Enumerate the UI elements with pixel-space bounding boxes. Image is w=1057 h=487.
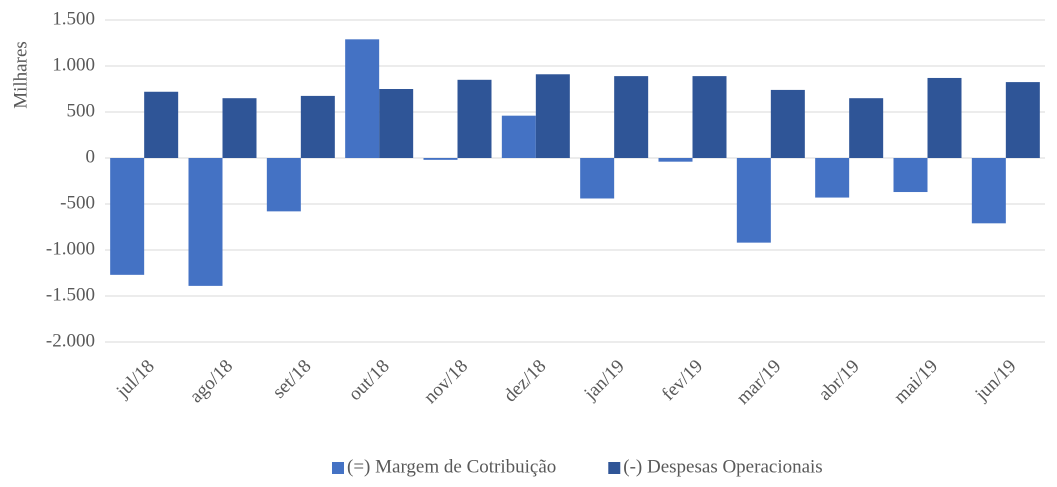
bar	[849, 98, 884, 158]
bar	[580, 158, 615, 199]
bar	[423, 158, 458, 160]
x-tick-label: set/18	[269, 356, 316, 403]
bar	[188, 158, 223, 286]
bar	[501, 115, 536, 158]
bar	[736, 158, 771, 243]
y-tick-label: 0	[86, 146, 96, 167]
x-tick-label: nov/18	[420, 356, 472, 408]
x-tick-label: mar/19	[733, 356, 786, 409]
bar	[222, 98, 257, 158]
y-tick-label: 1.500	[52, 8, 95, 29]
y-tick-label: -1.000	[46, 238, 95, 259]
y-tick-label: 500	[67, 100, 96, 121]
bar	[658, 158, 693, 162]
bar	[457, 79, 492, 158]
x-tick-label: out/18	[345, 356, 394, 405]
x-tick-label: ago/18	[186, 356, 237, 407]
x-tick-label: jun/19	[971, 356, 1021, 406]
bar	[1005, 82, 1040, 158]
bar	[692, 76, 727, 158]
bar	[144, 91, 179, 158]
bar	[345, 39, 380, 158]
y-tick-label: 1.000	[52, 54, 95, 75]
x-tick-label: jan/19	[580, 356, 629, 405]
bar	[614, 76, 649, 158]
x-tick-label: fev/19	[658, 356, 707, 405]
bar	[300, 95, 335, 158]
bar	[110, 158, 145, 275]
x-tick-label: abr/19	[815, 356, 864, 405]
bar	[927, 77, 962, 158]
legend-label: (=) Margem de Cotribuição	[347, 456, 556, 477]
bar	[535, 74, 570, 158]
bar	[893, 158, 928, 193]
bar	[379, 89, 414, 158]
bar	[971, 158, 1006, 224]
legend-swatch	[608, 462, 621, 474]
y-tick-label: -1.500	[46, 284, 95, 305]
bar	[266, 158, 301, 212]
y-tick-label: -500	[60, 192, 95, 213]
x-tick-label: dez/18	[500, 356, 551, 407]
bar	[815, 158, 850, 198]
legend-swatch	[332, 462, 344, 474]
x-tick-label: mai/19	[890, 356, 942, 408]
y-tick-label: -2.000	[46, 330, 95, 351]
y-axis-title: Milhares	[10, 41, 31, 109]
x-tick-label: jul/18	[112, 356, 159, 403]
bar	[770, 89, 805, 158]
legend-label: (-) Despesas Operacionais	[623, 456, 822, 477]
